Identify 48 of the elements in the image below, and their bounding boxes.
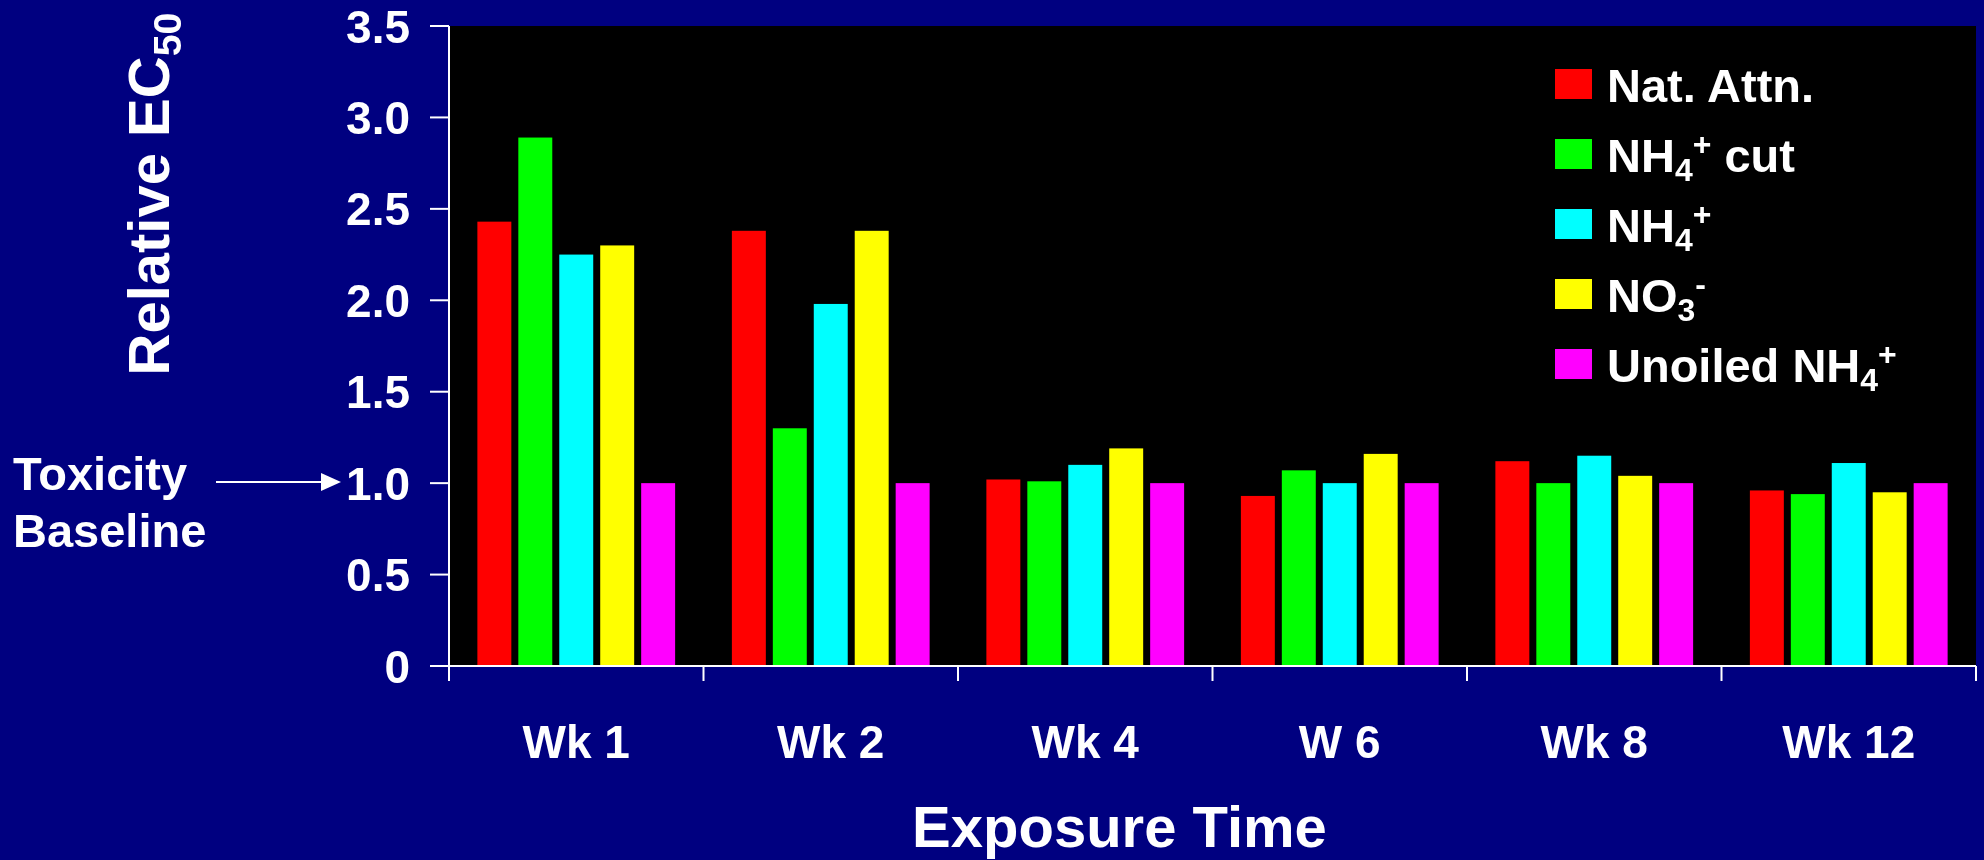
bar [1027, 481, 1062, 666]
y-tick-label: 0.5 [346, 549, 410, 602]
bar [1363, 453, 1398, 666]
bar [1913, 483, 1948, 666]
x-axis-title: Exposure Time [912, 794, 1327, 859]
bar [1749, 490, 1784, 666]
y-tick-label: 3.5 [346, 0, 410, 53]
bar [1240, 495, 1275, 666]
bar [1322, 483, 1357, 666]
y-tick-label: 1.0 [346, 457, 410, 510]
x-tick-label: Wk 1 [522, 716, 630, 768]
legend-label: NH$_{4}$$^{+}$ cut [1607, 126, 1796, 189]
bar [1872, 492, 1907, 666]
x-tick-label: Wk 4 [1031, 716, 1140, 768]
bar [518, 137, 553, 666]
bar [559, 254, 594, 666]
bar [1790, 494, 1825, 666]
bar [1404, 483, 1439, 666]
y-tick-label: 1.5 [346, 366, 410, 419]
x-tick-label: Wk 12 [1782, 716, 1916, 768]
y-tick-label: 2.0 [346, 274, 410, 327]
x-tick-label: Wk 2 [777, 716, 885, 768]
x-tick-label: Wk 8 [1540, 716, 1648, 768]
y-tick-label: 0 [384, 640, 410, 693]
bar [641, 483, 676, 666]
x-tick-label: W 6 [1298, 716, 1381, 768]
bar [813, 303, 848, 666]
bar [854, 230, 889, 666]
bar [1281, 470, 1316, 666]
bar [1618, 475, 1653, 666]
bar [1109, 448, 1144, 666]
bar [1577, 455, 1612, 666]
y-tick-label: 2.5 [346, 183, 410, 236]
y-tick-label: 3.0 [346, 91, 410, 144]
bar [600, 245, 635, 666]
text: Toxicity Baseline [13, 447, 207, 557]
bar [1150, 483, 1185, 666]
bar [731, 230, 766, 666]
bar [1536, 483, 1571, 666]
bar [986, 479, 1021, 666]
bar [772, 428, 807, 666]
legend-label: Nat. Attn. [1607, 59, 1815, 112]
bar [477, 221, 512, 666]
bar [1495, 461, 1530, 666]
bar [1068, 464, 1103, 666]
bar [895, 483, 930, 666]
bar [1831, 463, 1866, 666]
bar [1659, 483, 1694, 666]
